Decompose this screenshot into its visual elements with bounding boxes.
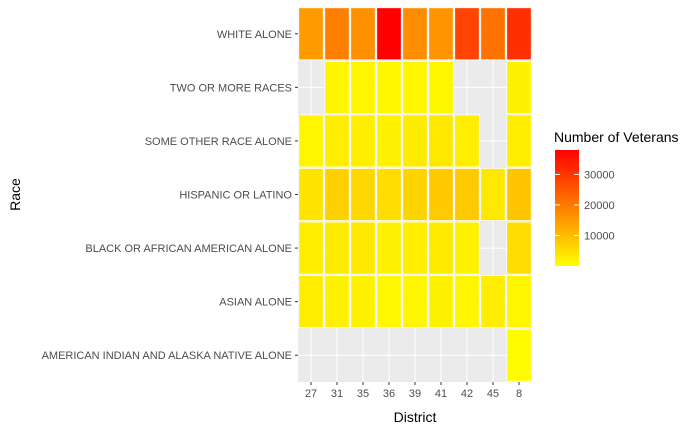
heatmap-cell bbox=[506, 221, 532, 275]
heatmap-cells bbox=[298, 7, 532, 382]
heatmap-cell bbox=[376, 60, 402, 114]
heatmap-cell bbox=[506, 7, 532, 61]
heatmap-cell bbox=[324, 114, 350, 168]
y-tick-label: TWO OR MORE RACES bbox=[170, 82, 292, 94]
x-tick-label: 35 bbox=[357, 388, 369, 400]
legend-colorbar bbox=[555, 150, 579, 266]
x-tick-label: 36 bbox=[383, 388, 395, 400]
heatmap-cell bbox=[428, 221, 454, 275]
legend-title: Number of Veterans bbox=[554, 129, 679, 145]
heatmap-cell bbox=[402, 60, 428, 114]
x-tick-label: 39 bbox=[409, 388, 421, 400]
heatmap-cell bbox=[324, 221, 350, 275]
heatmap-cell bbox=[298, 114, 324, 168]
y-tick-label: BLACK OR AFRICAN AMERICAN ALONE bbox=[85, 243, 292, 255]
heatmap-cell bbox=[376, 168, 402, 221]
heatmap-cell bbox=[376, 275, 402, 329]
heatmap-cell bbox=[350, 114, 376, 168]
y-tick-label: ASIAN ALONE bbox=[219, 297, 292, 309]
heatmap-cell bbox=[506, 275, 532, 329]
heatmap-cell bbox=[428, 114, 454, 168]
heatmap-cell bbox=[454, 275, 480, 329]
heatmap-cell bbox=[298, 221, 324, 275]
heatmap-cell bbox=[298, 275, 324, 329]
heatmap-cell bbox=[428, 168, 454, 221]
heatmap-cell bbox=[402, 7, 428, 61]
heatmap-cell bbox=[402, 275, 428, 329]
heatmap-cell bbox=[506, 114, 532, 168]
heatmap-cell bbox=[376, 7, 402, 61]
y-tick-label: SOME OTHER RACE ALONE bbox=[145, 136, 292, 148]
heatmap-cell bbox=[350, 7, 376, 61]
y-tick-label: WHITE ALONE bbox=[217, 29, 292, 41]
heatmap-cell bbox=[428, 275, 454, 329]
legend: Number of Veterans 10000 20000 30000 bbox=[554, 129, 679, 266]
heatmap-cell bbox=[324, 60, 350, 114]
heatmap-cell bbox=[324, 7, 350, 61]
legend-tick-label: 20000 bbox=[584, 200, 615, 212]
heatmap-cell bbox=[454, 168, 480, 221]
heatmap-cell bbox=[480, 275, 506, 329]
heatmap-cell bbox=[298, 168, 324, 221]
heatmap-cell bbox=[480, 7, 506, 61]
x-axis-title: District bbox=[394, 409, 437, 425]
heatmap-cell bbox=[376, 114, 402, 168]
heatmap-cell bbox=[506, 60, 532, 114]
legend-ticks: 10000 20000 30000 bbox=[555, 169, 615, 242]
x-tick-label: 27 bbox=[305, 388, 317, 400]
y-axis-ticks: WHITE ALONE TWO OR MORE RACES SOME OTHER R… bbox=[42, 29, 298, 362]
x-tick-label: 31 bbox=[331, 388, 343, 400]
heatmap-cell bbox=[324, 275, 350, 329]
heatmap-cell bbox=[454, 7, 480, 61]
legend-tick-label: 30000 bbox=[584, 169, 615, 181]
y-tick-label: AMERICAN INDIAN AND ALASKA NATIVE ALONE bbox=[42, 350, 292, 362]
x-tick-label: 8 bbox=[516, 388, 522, 400]
legend-tick-label: 10000 bbox=[584, 230, 615, 242]
x-axis-ticks: 27 31 35 36 39 41 42 45 8 bbox=[305, 382, 522, 400]
heatmap-cell bbox=[350, 275, 376, 329]
heatmap-cell bbox=[480, 168, 506, 221]
heatmap-cell bbox=[402, 168, 428, 221]
heatmap-cell bbox=[506, 168, 532, 221]
heatmap-cell bbox=[298, 7, 324, 61]
y-tick-label: HISPANIC OR LATINO bbox=[179, 190, 292, 202]
heatmap-cell bbox=[324, 168, 350, 221]
x-tick-label: 45 bbox=[487, 388, 499, 400]
heatmap-cell bbox=[350, 60, 376, 114]
heatmap-cell bbox=[350, 168, 376, 221]
x-tick-label: 42 bbox=[461, 388, 473, 400]
heatmap-cell bbox=[402, 114, 428, 168]
heatmap-cell bbox=[454, 114, 480, 168]
heatmap-cell bbox=[376, 221, 402, 275]
heatmap-cell bbox=[428, 60, 454, 114]
x-tick-label: 41 bbox=[435, 388, 447, 400]
heatmap-cell bbox=[428, 7, 454, 61]
y-axis-title: Race bbox=[7, 178, 23, 211]
heatmap-cell bbox=[454, 221, 480, 275]
heatmap-cell bbox=[350, 221, 376, 275]
heatmap-cell bbox=[506, 328, 532, 382]
heatmap-cell bbox=[402, 221, 428, 275]
